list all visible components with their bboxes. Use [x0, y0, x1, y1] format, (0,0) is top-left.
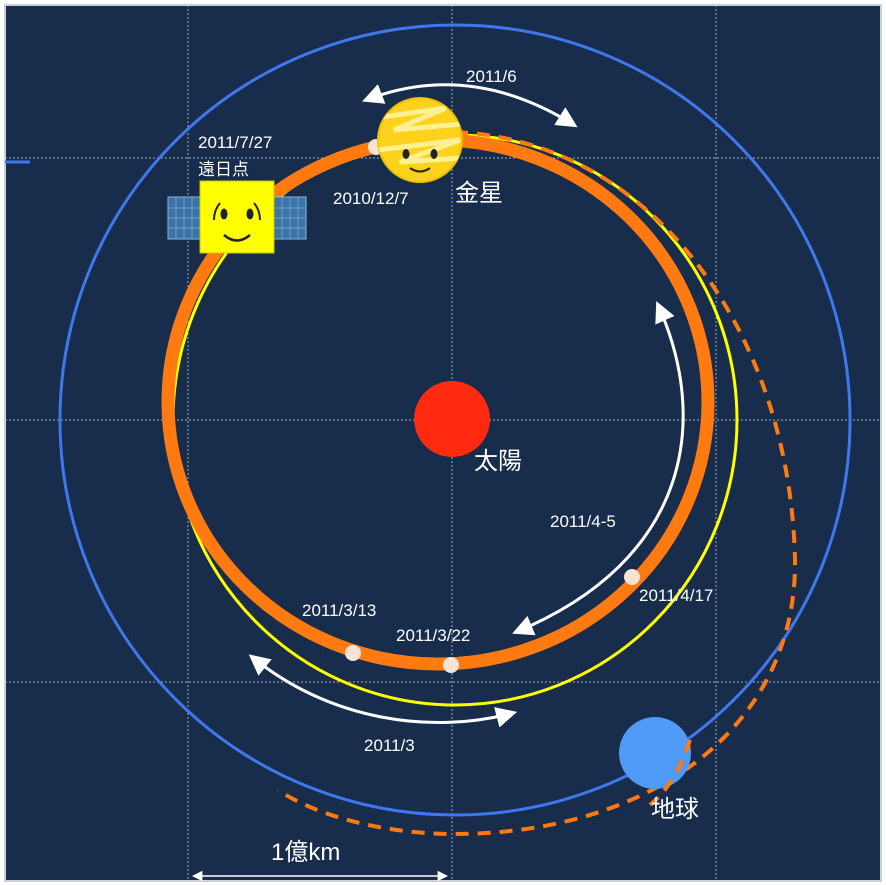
- label-earth: 地球: [651, 796, 699, 823]
- arrow-march: [248, 654, 518, 728]
- earth-orbit: [58, 23, 852, 817]
- sun: [414, 381, 490, 457]
- label-point-apr17: 2011/4/17: [639, 586, 713, 605]
- label-arc-june: 2011/6: [466, 67, 517, 86]
- label-arc-apr-may: 2011/4-5: [550, 512, 616, 531]
- probe-eye-right: [246, 208, 254, 220]
- label-point-mar22: 2011/3/22: [396, 626, 470, 645]
- earth: [619, 717, 691, 789]
- point-apr17: [624, 569, 640, 585]
- point-mar22: [443, 657, 459, 673]
- point-mar13: [345, 645, 361, 661]
- label-aphelion: 遠日点: [198, 160, 249, 179]
- venus-eye-left: [402, 149, 410, 159]
- label-point-mar13: 2011/3/13: [302, 601, 376, 620]
- label-insertion-date: 2010/12/7: [333, 189, 409, 208]
- arrow-apr-may: [512, 301, 685, 636]
- probe-mouth: [223, 234, 251, 242]
- arrow-june: [362, 83, 578, 128]
- label-venus: 金星: [455, 180, 503, 207]
- transfer-orbit-near-earth: [648, 739, 692, 807]
- venus-eye-right: [430, 149, 438, 159]
- label-scale: 1億km: [271, 839, 340, 866]
- probe-eye-left: [220, 208, 228, 220]
- label-sun: 太陽: [474, 448, 522, 475]
- motion-arrows: [248, 83, 685, 728]
- label-aphelion-date: 2011/7/27: [198, 133, 272, 152]
- label-arc-march: 2011/3: [364, 736, 415, 755]
- venus-mouth: [409, 167, 431, 173]
- probe: [167, 180, 307, 254]
- venus: [377, 97, 463, 183]
- transfer-orbit: [276, 130, 798, 837]
- probe-body: [199, 180, 275, 254]
